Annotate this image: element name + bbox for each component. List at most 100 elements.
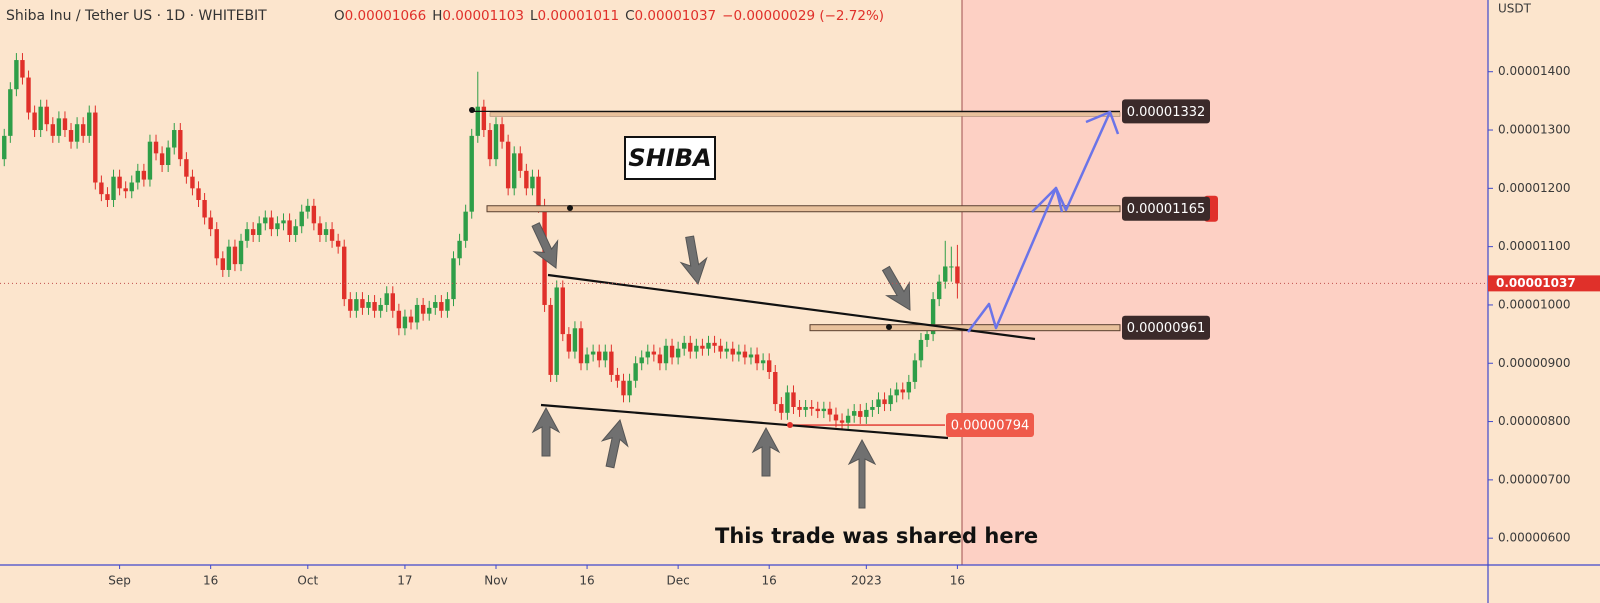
candle-body	[457, 240, 462, 259]
candle-body	[129, 182, 134, 192]
candle-body	[785, 392, 790, 413]
candle-body	[609, 351, 614, 375]
candle-body	[475, 106, 480, 136]
candle-body	[257, 223, 262, 235]
candle-body	[238, 240, 244, 265]
legend-value: 0.00001011	[538, 8, 620, 24]
candle-body	[20, 60, 25, 78]
candle-body	[414, 304, 420, 323]
candle-body	[14, 60, 19, 90]
candle-body	[536, 176, 541, 206]
arrows	[523, 218, 922, 509]
x-tick-label: 17	[397, 574, 412, 588]
candle-body	[196, 188, 201, 200]
candle-body	[754, 354, 760, 364]
candle-body	[827, 408, 833, 415]
candle-body	[779, 404, 784, 413]
level-label-box	[1122, 99, 1210, 124]
candle-body	[105, 194, 110, 200]
candle-body	[949, 266, 954, 268]
candle-body	[360, 299, 365, 308]
candle-body	[384, 293, 389, 305]
candle-body	[8, 89, 13, 136]
candle-body	[809, 406, 814, 409]
legend-key: H	[432, 8, 442, 24]
annotation: SHIBA	[628, 144, 711, 172]
candle-body	[80, 124, 86, 136]
candle-body	[263, 217, 268, 224]
candle-body	[493, 124, 499, 160]
candle-body	[858, 411, 863, 417]
candle-body	[445, 299, 450, 311]
candle-body	[354, 299, 359, 311]
candle-body	[505, 141, 511, 189]
candle-body	[287, 220, 292, 235]
candle-body	[766, 360, 772, 373]
candle-body	[481, 106, 487, 131]
candle-body	[930, 299, 936, 335]
candle-body	[26, 77, 31, 113]
header: Shiba Inu / Tether US · 1D · WHITEBIT	[6, 8, 267, 24]
level-label: 0.00000794	[951, 419, 1030, 434]
label-box	[624, 136, 716, 180]
candle-body	[797, 406, 802, 410]
candle-body	[220, 258, 226, 270]
x-tick-label: Dec	[667, 574, 690, 588]
legend-value: −0.00000029 (−2.72%)	[722, 8, 884, 24]
candle-body	[706, 342, 711, 349]
x-tick-label: Oct	[297, 574, 318, 588]
y-tick-label: 0.00001200	[1498, 181, 1571, 195]
candle-body	[688, 342, 693, 352]
candle-body	[803, 406, 808, 410]
candle-body	[123, 188, 128, 192]
level-label-box	[946, 413, 1034, 438]
candle-body	[645, 351, 650, 358]
candle-body	[342, 246, 347, 300]
candle-body	[232, 246, 238, 265]
candle-body	[742, 351, 748, 358]
candle-body	[117, 176, 122, 189]
candle-body	[760, 360, 766, 364]
candle-body	[894, 389, 899, 396]
candle-body	[512, 153, 517, 189]
projection-line	[967, 111, 1112, 333]
y-tick-label: 0.00001300	[1498, 123, 1571, 137]
candle-body	[936, 281, 942, 300]
y-tick-label: 0.00000700	[1498, 472, 1571, 486]
candle-body	[323, 229, 329, 235]
candle-body	[281, 220, 286, 224]
candle-body	[269, 217, 274, 230]
candle-body	[214, 229, 219, 259]
candle-body	[32, 112, 37, 131]
candle-body	[633, 363, 638, 381]
candle-body	[499, 124, 505, 142]
anchor-dot	[567, 205, 573, 211]
candle-body	[366, 302, 371, 308]
symbol: Shiba Inu / Tether US · 1D · WHITEBIT	[6, 8, 267, 24]
candle-body	[141, 170, 147, 180]
candle-body	[38, 106, 43, 131]
candle-body	[554, 287, 559, 375]
level-label: 0.00001332	[1127, 105, 1206, 120]
candle-body	[839, 420, 845, 423]
candle-body	[293, 226, 298, 235]
level-label: 0.00001165	[1127, 202, 1206, 217]
candle-body	[900, 389, 905, 393]
candle-body	[74, 124, 80, 142]
candle-body	[906, 381, 912, 393]
candle-body	[153, 141, 159, 154]
candle-body	[335, 240, 341, 247]
candle-body	[390, 293, 395, 311]
candle-body	[135, 170, 141, 183]
candle-body	[845, 415, 851, 423]
arrow-head	[1085, 110, 1120, 135]
candle-body	[627, 380, 632, 396]
x-tick-label: 16	[579, 574, 594, 588]
candle-body	[736, 351, 742, 355]
candle-body	[402, 316, 408, 329]
candle-body	[833, 414, 839, 421]
candle-body	[165, 147, 171, 166]
candle-body	[348, 299, 353, 311]
candle-body	[202, 199, 207, 218]
annotation: This trade was shared here	[715, 524, 1038, 548]
